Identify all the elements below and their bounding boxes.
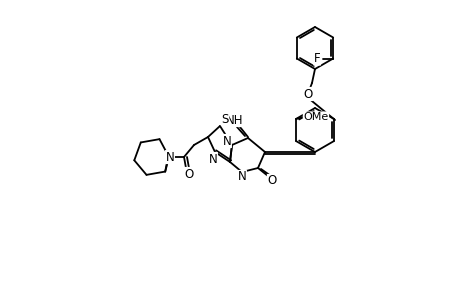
Text: N: N: [208, 152, 217, 166]
Text: F: F: [313, 52, 320, 65]
Text: S: S: [221, 112, 228, 125]
Text: OMe: OMe: [302, 112, 328, 122]
Text: N: N: [222, 134, 231, 148]
Text: O: O: [184, 167, 193, 181]
Text: NH: NH: [226, 113, 243, 127]
Text: O: O: [303, 88, 312, 100]
Text: N: N: [165, 151, 174, 164]
Text: O: O: [267, 175, 276, 188]
Text: N: N: [237, 170, 246, 184]
